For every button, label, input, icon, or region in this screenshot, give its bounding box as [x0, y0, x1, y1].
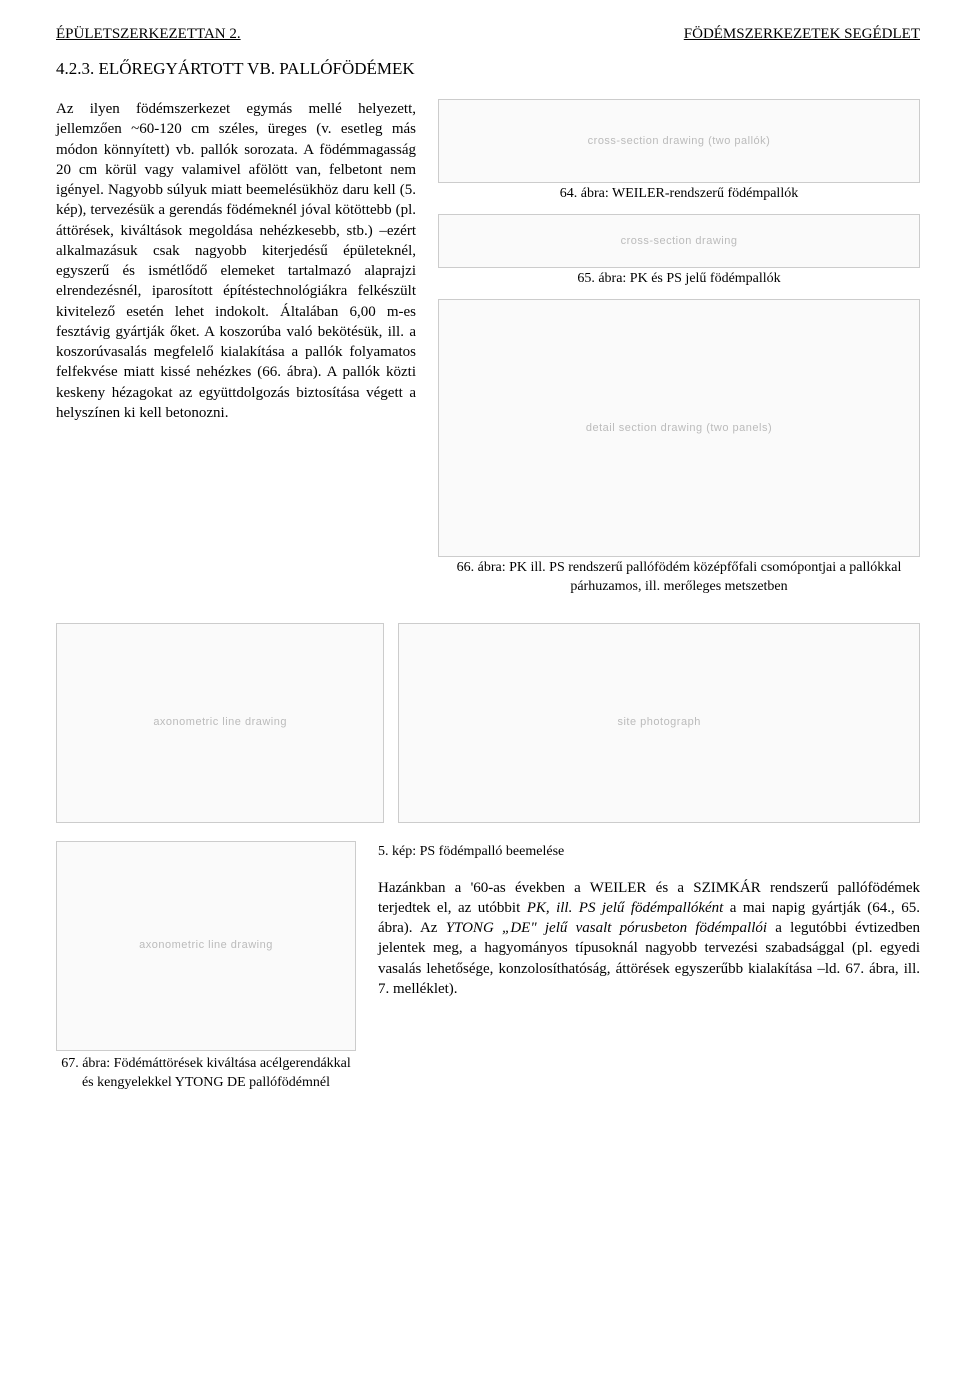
- bottom-paragraph: Hazánkban a '60-as években a WEILER és a…: [378, 878, 920, 1000]
- section-title: 4.2.3. ELŐREGYÁRTOTT VB. PALLÓFÖDÉMEK: [56, 58, 920, 81]
- text-span-italic: PK, ill. PS jelű födémpallóként: [527, 900, 724, 916]
- figure-66-caption: 66. ábra: PK ill. PS rendszerű pallófödé…: [438, 559, 920, 597]
- figure-64-image: cross-section drawing (two pallók): [438, 99, 920, 183]
- kep-5-caption: 5. kép: PS födémpalló beemelése: [378, 843, 920, 862]
- text-span-italic: YTONG „DE" jelű vasalt pórusbeton födémp…: [446, 920, 767, 936]
- figure-photo-right: site photograph: [398, 623, 920, 823]
- figure-64-caption: 64. ábra: WEILER-rendszerű födémpallók: [438, 185, 920, 204]
- body-paragraph: Az ilyen födémszerkezet egymás mellé hel…: [56, 99, 416, 423]
- figure-66-image: detail section drawing (two panels): [438, 299, 920, 557]
- header-right: FÖDÉMSZERKEZETEK SEGÉDLET: [684, 24, 920, 44]
- figure-67-caption: 67. ábra: Födémáttörések kiváltása acélg…: [56, 1055, 356, 1093]
- figure-overview-left: axonometric line drawing: [56, 623, 384, 823]
- figure-65-caption: 65. ábra: PK és PS jelű födémpallók: [438, 270, 920, 289]
- figure-65-image: cross-section drawing: [438, 214, 920, 268]
- figure-67-image: axonometric line drawing: [56, 841, 356, 1051]
- header-left: ÉPÜLETSZERKEZETTAN 2.: [56, 24, 241, 44]
